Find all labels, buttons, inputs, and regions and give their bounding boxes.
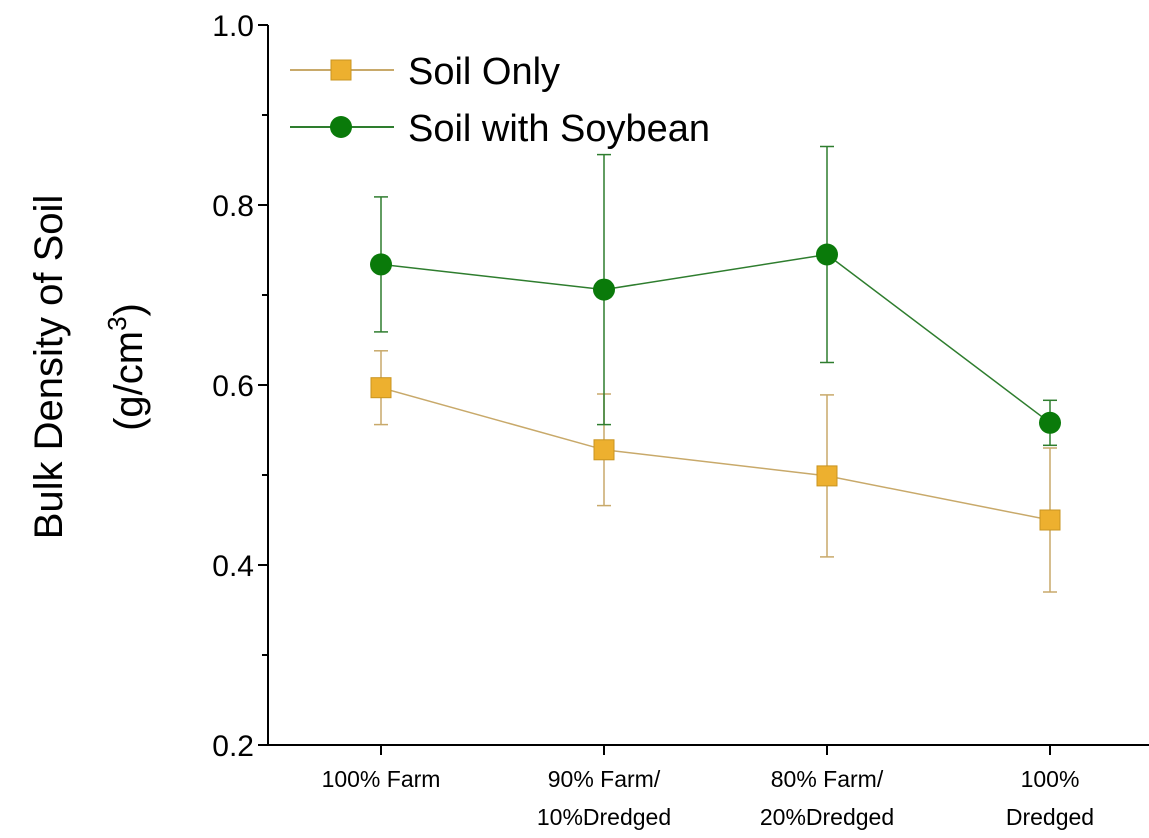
legend: Soil Only Soil with Soybean [290, 51, 710, 150]
data-point [816, 465, 838, 487]
data-point [816, 243, 838, 266]
y-tick-label: 0.6 [212, 370, 254, 403]
y-axis-unit: (g/cm3) [102, 303, 151, 431]
y-axis-unit-prefix: (g/cm [107, 331, 151, 431]
series-1 [370, 145, 1061, 447]
series-line [380, 253, 1051, 424]
x-tick-label: 100% Farm [322, 766, 441, 792]
series-line [380, 386, 1051, 521]
x-ticks: 100% Farm 90% Farm/10%Dredged 80% Farm/20%… [322, 745, 1094, 830]
y-tick-label: 1.0 [212, 10, 254, 43]
data-point [370, 377, 392, 399]
legend-entry-soil-only: Soil Only [290, 51, 560, 93]
legend-label-soil-only: Soil Only [408, 51, 560, 93]
y-axis-label-line1: Bulk Density of Soil [27, 195, 71, 540]
plot-area [370, 145, 1061, 593]
legend-marker-soil-with-soybean [330, 116, 352, 138]
data-point [593, 278, 615, 301]
y-axis-label: Bulk Density of Soil [27, 195, 71, 540]
legend-label-soil-with-soybean: Soil with Soybean [408, 108, 710, 150]
x-tick-label: 90% Farm/ [548, 766, 661, 792]
y-tick-label: 0.8 [212, 190, 254, 223]
y-axis-unit-suffix: ) [107, 303, 151, 316]
x-tick-label: 100% [1021, 766, 1080, 792]
data-point [370, 253, 392, 276]
y-tick-label: 0.4 [212, 550, 254, 583]
x-tick-label: 20%Dredged [760, 804, 894, 830]
data-point [1039, 509, 1061, 531]
legend-marker-soil-only [330, 59, 352, 81]
legend-entry-soil-with-soybean: Soil with Soybean [290, 108, 710, 150]
x-tick-label: Dredged [1006, 804, 1094, 830]
data-point [1039, 411, 1061, 434]
y-ticks: 0.2 0.4 0.6 0.8 1.0 [212, 10, 268, 763]
y-tick-label: 0.2 [212, 730, 254, 763]
x-tick-label: 80% Farm/ [771, 766, 884, 792]
data-point [593, 439, 615, 461]
x-tick-label: 10%Dredged [537, 804, 671, 830]
series-0 [370, 350, 1061, 593]
y-axis-unit-superscript: 3 [102, 316, 132, 330]
